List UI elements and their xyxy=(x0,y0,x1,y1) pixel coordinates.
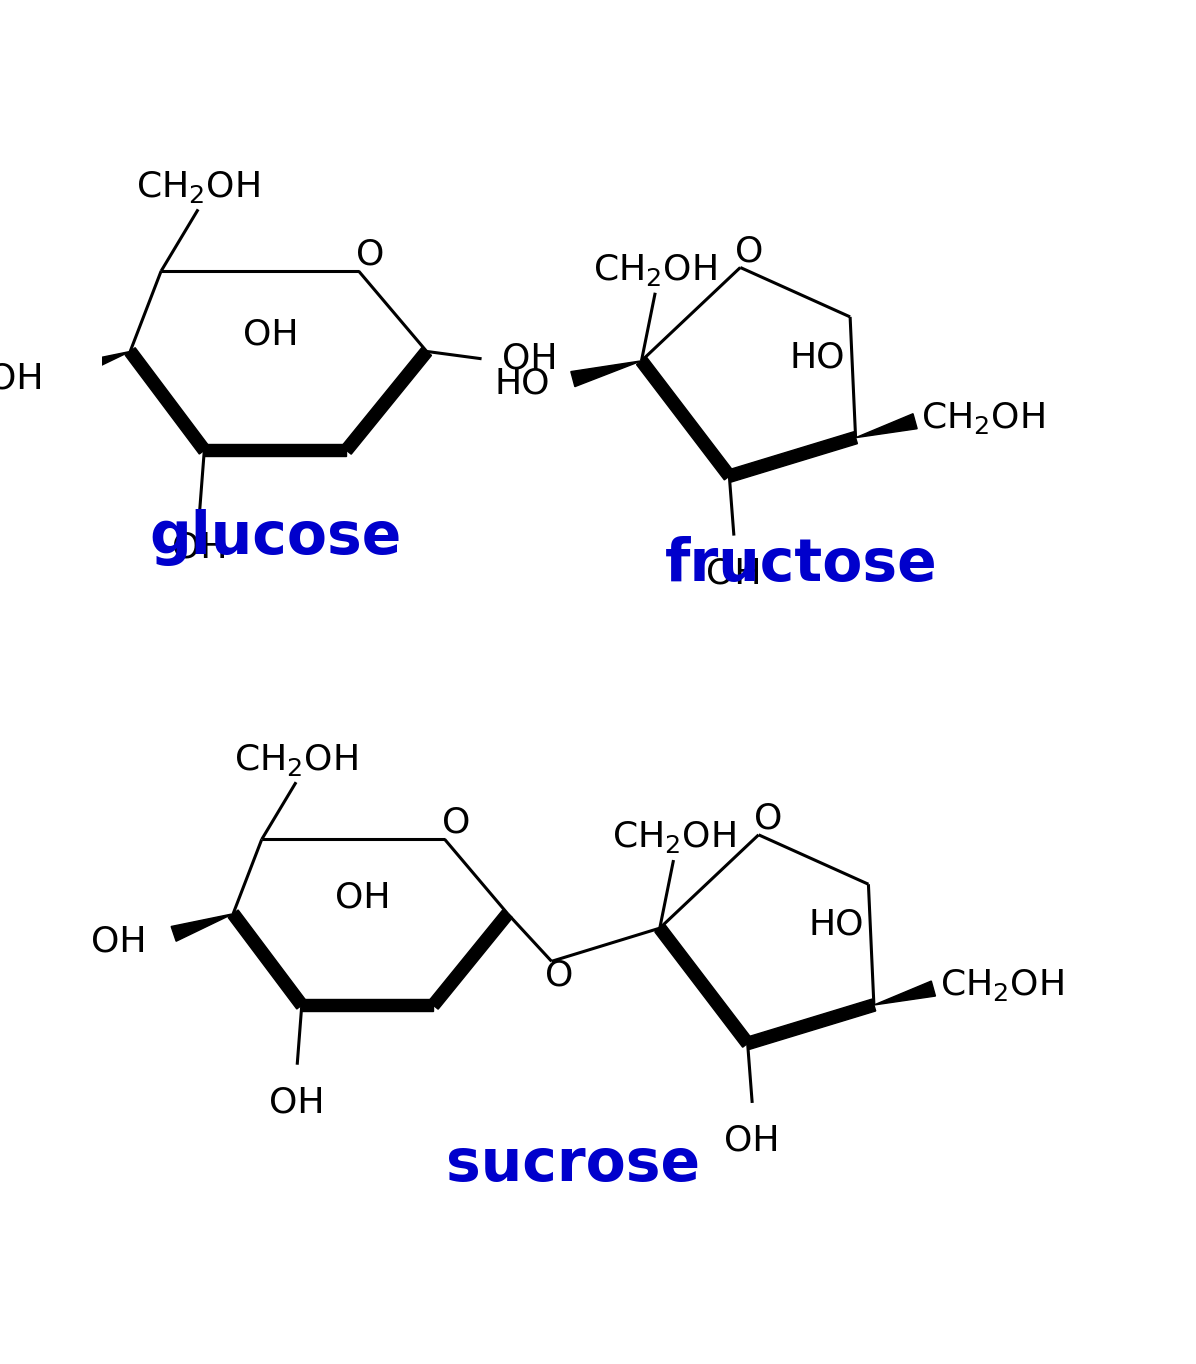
Text: sucrose: sucrose xyxy=(446,1136,700,1192)
Polygon shape xyxy=(68,352,130,379)
Polygon shape xyxy=(342,348,432,454)
Text: OH: OH xyxy=(91,925,146,958)
Polygon shape xyxy=(428,910,512,1009)
Text: O: O xyxy=(441,806,470,840)
Text: CH$_2$OH: CH$_2$OH xyxy=(940,967,1063,1003)
Text: CH$_2$OH: CH$_2$OH xyxy=(921,400,1045,435)
Polygon shape xyxy=(655,925,752,1048)
Text: OH: OH xyxy=(706,557,762,591)
Polygon shape xyxy=(171,914,233,941)
Text: O: O xyxy=(355,237,384,271)
Polygon shape xyxy=(205,445,347,457)
Polygon shape xyxy=(874,981,935,1005)
Text: CH$_2$OH: CH$_2$OH xyxy=(234,742,358,777)
Polygon shape xyxy=(636,357,734,480)
Text: OH: OH xyxy=(172,531,227,565)
Text: O: O xyxy=(753,801,782,835)
Text: HO: HO xyxy=(494,367,550,401)
Polygon shape xyxy=(228,910,306,1009)
Polygon shape xyxy=(855,413,917,438)
Text: CH$_2$OH: CH$_2$OH xyxy=(593,252,718,288)
Polygon shape xyxy=(746,998,875,1049)
Text: OH: OH xyxy=(501,342,557,375)
Text: O: O xyxy=(736,235,763,267)
Text: HO: HO xyxy=(808,908,864,943)
Text: O: O xyxy=(544,958,573,992)
Text: glucose: glucose xyxy=(150,509,402,566)
Polygon shape xyxy=(727,432,858,481)
Text: OH: OH xyxy=(335,880,390,914)
Text: OH: OH xyxy=(269,1086,325,1120)
Text: fructose: fructose xyxy=(665,536,938,593)
Text: OH: OH xyxy=(725,1124,780,1158)
Text: HO: HO xyxy=(789,341,846,375)
Text: OH: OH xyxy=(0,361,43,396)
Text: OH: OH xyxy=(243,318,299,352)
Polygon shape xyxy=(570,361,641,386)
Text: CH$_2$OH: CH$_2$OH xyxy=(611,820,736,855)
Text: CH$_2$OH: CH$_2$OH xyxy=(136,169,260,205)
Polygon shape xyxy=(301,998,433,1012)
Polygon shape xyxy=(126,348,209,454)
